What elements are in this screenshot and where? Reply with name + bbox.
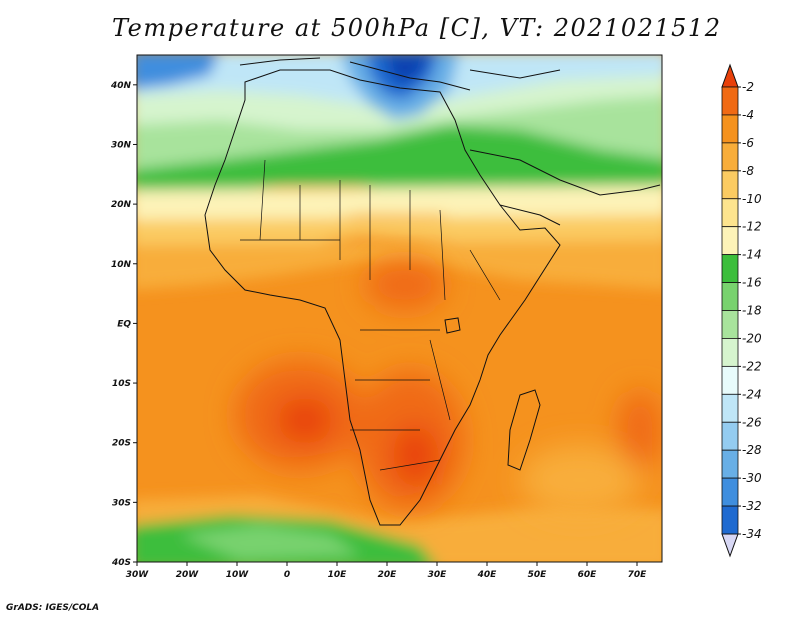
colorbar-box [721, 310, 739, 339]
colorbar-box [721, 86, 739, 116]
colorbar-box [721, 477, 739, 507]
madagascar-coast [507, 389, 541, 471]
lon-tick-label: 60E [578, 570, 598, 580]
colorbar-label: -16 [742, 276, 762, 290]
colorbar-label: -12 [742, 220, 762, 234]
lon-tick-label: 0 [284, 570, 290, 580]
colorbar-box [721, 282, 739, 311]
grads-credit: GrADS: IGES/COLA [6, 603, 100, 613]
mediterranean-coast [239, 57, 561, 91]
colorbar-box [721, 170, 739, 200]
lat-tick-label: 20N [111, 200, 132, 210]
colorbar-label: -20 [742, 331, 762, 345]
lat-tick-label: 40S [111, 558, 131, 568]
colorbar-label: -2 [742, 80, 754, 94]
colorbar-label: -14 [742, 248, 762, 262]
colorbar-label: -32 [742, 499, 762, 513]
lat-tick-label: EQ [117, 319, 131, 329]
colorbar-box [721, 421, 739, 451]
lon-tick-label: 30E [428, 570, 448, 580]
lat-tick-label: 20S [112, 439, 131, 449]
colorbar-label: -30 [742, 471, 762, 485]
longitude-axis: 30W 20W 10W 0 10E 20E 30E 40E 50E 60E 70E [126, 562, 647, 580]
lat-tick-label: 10S [112, 379, 131, 389]
colorbar: -2 -4 -6 -8 -10 -12 -14 -16 -18 -20 -22 -24 -26 -28 -3… [721, 63, 762, 558]
colorbar-top-arrow [721, 63, 739, 88]
lon-tick-label: 40E [477, 570, 498, 580]
colorbar-label: -34 [742, 527, 762, 541]
coastlines [204, 57, 661, 526]
colorbar-box [721, 254, 739, 283]
colorbar-label: -6 [742, 136, 754, 150]
colorbar-label: -22 [742, 359, 762, 373]
colorbar-label: -28 [742, 443, 762, 457]
lon-tick-label: 50E [528, 570, 548, 580]
colorbar-label: -4 [742, 108, 754, 122]
lat-tick-label: 10N [111, 260, 132, 270]
temperature-field [137, 55, 662, 562]
colorbar-box [721, 338, 739, 367]
plot-frame [136, 54, 663, 563]
latitude-axis: 40N 30N 20N 10N EQ 10S 20S 30S 40S [110, 81, 137, 568]
colorbar-label: -24 [742, 387, 762, 401]
colorbar-box [721, 449, 739, 479]
colorbar-box [721, 226, 739, 256]
lon-tick-label: 10W [226, 570, 250, 580]
arabia-coast [469, 149, 661, 226]
colorbar-label: -8 [742, 164, 754, 178]
colorbar-label: -18 [742, 304, 762, 318]
lat-tick-label: 40N [110, 81, 132, 91]
colorbar-label: -10 [742, 192, 762, 206]
lon-tick-label: 20E [378, 570, 398, 580]
colorbar-box [721, 142, 739, 172]
colorbar-box [721, 393, 739, 423]
colorbar-box [721, 365, 739, 395]
lat-tick-label: 30S [112, 498, 131, 508]
colorbar-bottom-arrow [721, 533, 739, 558]
africa-coast [204, 69, 561, 526]
country-borders [240, 159, 501, 471]
lon-tick-label: 10E [328, 570, 348, 580]
chart-title: Temperature at 500hPa [C], VT: 202102151… [112, 14, 722, 42]
lon-tick-label: 30W [126, 570, 150, 580]
colorbar-box [721, 114, 739, 144]
lon-tick-label: 20W [176, 570, 200, 580]
colorbar-box [721, 505, 739, 535]
lat-tick-label: 30N [111, 140, 132, 150]
lake-victoria [444, 317, 461, 334]
lon-tick-label: 70E [628, 570, 648, 580]
colorbar-label: -26 [742, 415, 762, 429]
colorbar-box [721, 198, 739, 228]
